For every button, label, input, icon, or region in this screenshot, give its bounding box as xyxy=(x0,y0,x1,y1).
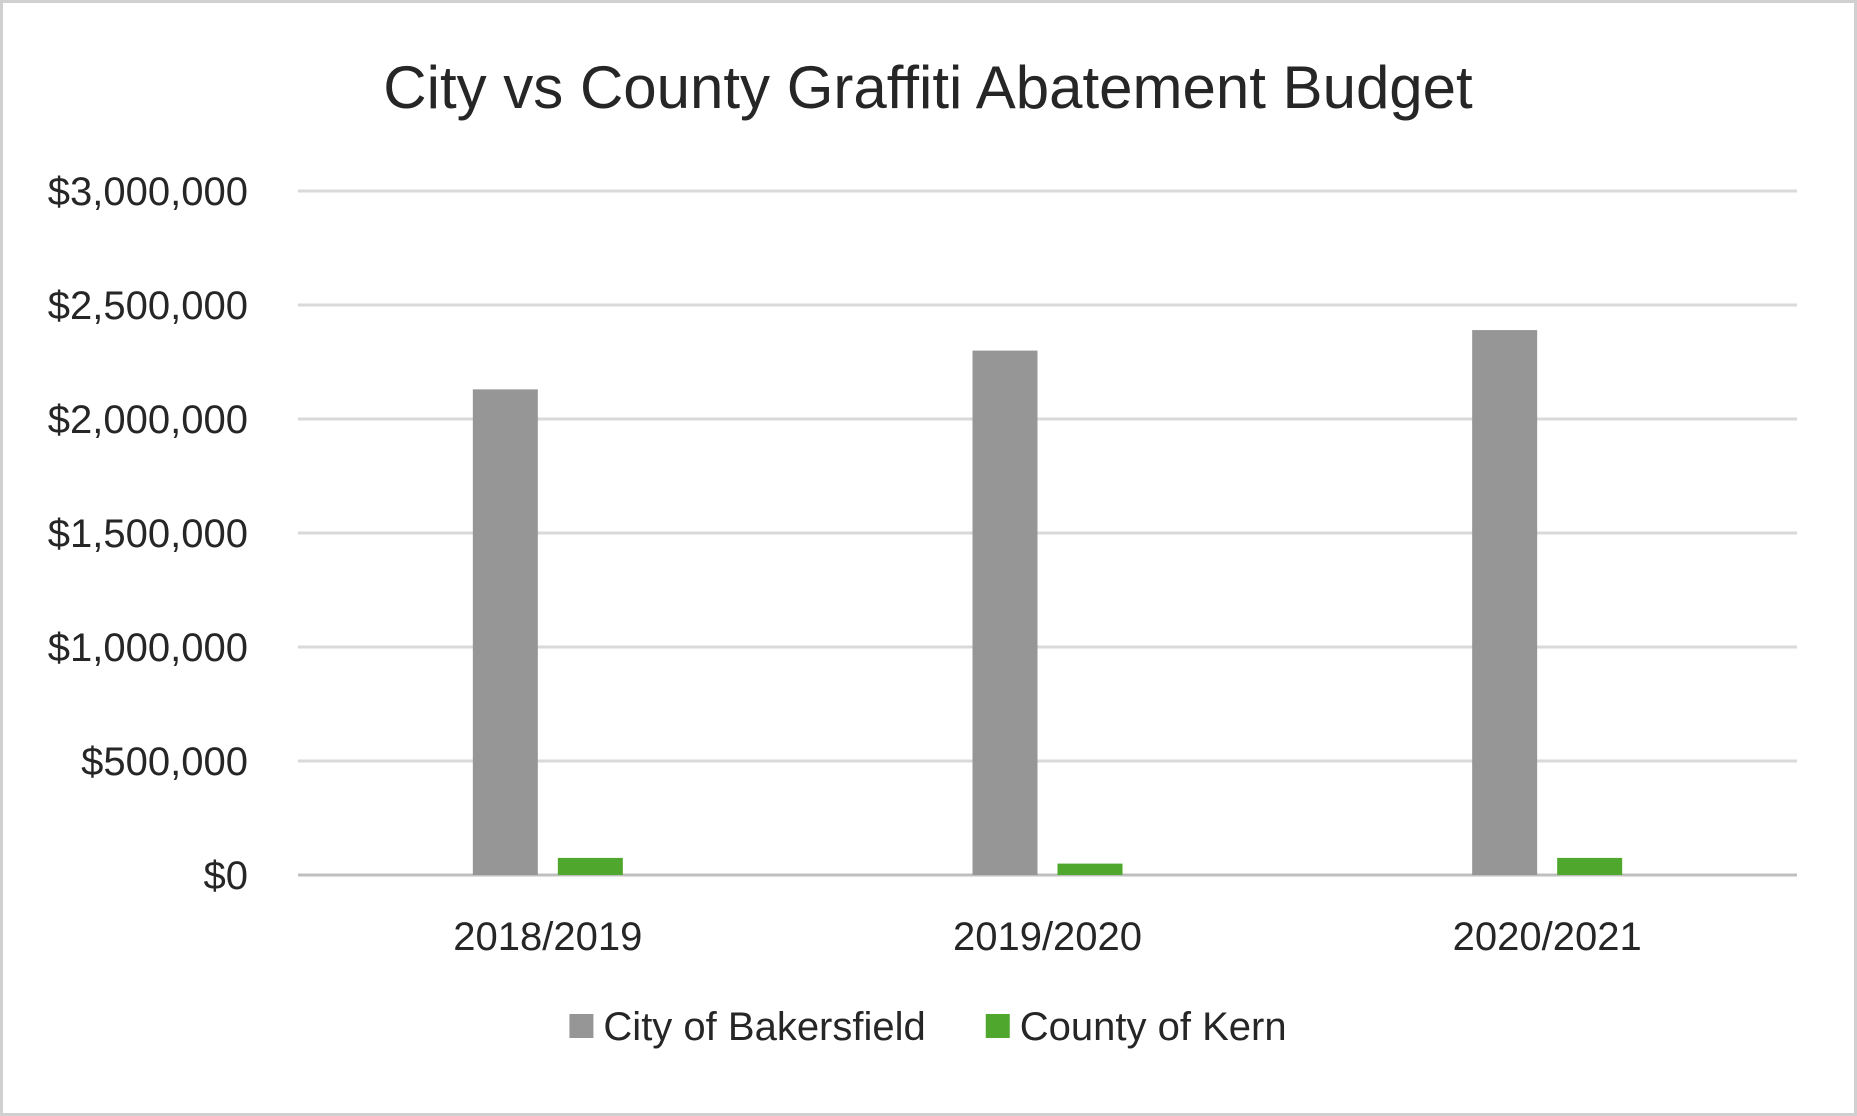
y-tick-label: $2,000,000 xyxy=(48,398,248,442)
bar-city-of-bakersfield-2020-2021 xyxy=(1472,330,1538,876)
y-tick-label: $1,500,000 xyxy=(48,512,248,556)
bars xyxy=(472,330,1623,876)
bar-county-of-kern-2019-2020 xyxy=(1057,863,1123,875)
bar-county-of-kern-2018-2019 xyxy=(557,857,623,875)
x-axis-tick-labels: 2018/2019 2019/2020 2020/2021 xyxy=(453,915,1641,959)
y-tick-label: $0 xyxy=(204,854,249,898)
y-tick-label: $3,000,000 xyxy=(48,170,248,214)
bar-city-of-bakersfield-2018-2019 xyxy=(472,389,538,875)
legend-item: City of Bakersfield xyxy=(569,1005,926,1049)
x-tick-label: 2020/2021 xyxy=(1453,915,1642,959)
legend-item: County of Kern xyxy=(985,1005,1287,1049)
x-tick-label: 2018/2019 xyxy=(453,915,642,959)
gridlines xyxy=(298,189,1797,877)
bar-county-of-kern-2020-2021 xyxy=(1557,857,1623,875)
legend: City of Bakersfield County of Kern xyxy=(569,1005,1287,1049)
y-tick-label: $500,000 xyxy=(81,740,248,784)
legend-label: County of Kern xyxy=(1020,1005,1287,1049)
legend-swatch xyxy=(569,1014,594,1038)
y-tick-label: $2,500,000 xyxy=(48,284,248,328)
y-tick-label: $1,000,000 xyxy=(48,626,248,670)
y-axis-tick-labels: $0 $500,000 $1,000,000 $1,500,000 $2,000,000… xyxy=(48,170,248,898)
chart-title: City vs County Graffiti Abatement Budget xyxy=(383,54,1473,121)
bar-city-of-bakersfield-2019-2020 xyxy=(972,350,1038,876)
legend-swatch xyxy=(985,1014,1010,1038)
x-tick-label: 2019/2020 xyxy=(953,915,1142,959)
legend-label: City of Bakersfield xyxy=(603,1005,925,1049)
